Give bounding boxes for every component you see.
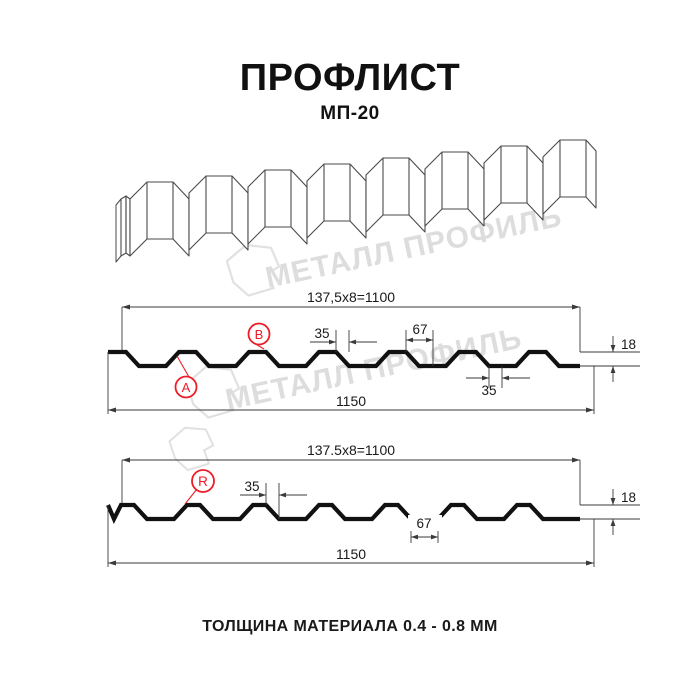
material-thickness-note: ТОЛЩИНА МАТЕРИАЛА 0.4 - 0.8 ММ [202,618,498,635]
watermark-logo-icon [225,243,281,297]
dimension-label-rib-base-width: 67 [416,516,431,531]
label-bg [296,288,406,305]
callout-a-circle [174,375,198,399]
dimension-label-bottom-span: 1150 [336,546,366,562]
watermark-logo-icon [168,426,215,472]
dimension-label-rib-top-width-upper: 35 [314,326,329,341]
dimension-top-span [121,457,581,505]
page-title: ПРОФЛИСТ [239,57,461,99]
isometric-sheet-view [115,139,597,263]
profile-top-group: 137,5x8=1100 35 67 [107,288,640,414]
label-bg [320,545,382,562]
dimension-label-rib-base-width: 67 [412,322,427,337]
dimension-label-bottom-span: 1150 [336,393,366,409]
dimension-label-profile-height: 18 [621,337,636,352]
profile-top-waveform [108,349,580,369]
dimension-label-profile-height: 18 [621,490,636,505]
page-subtitle-model: МП-20 [320,103,380,124]
dimension-top-span [121,304,581,352]
callout-b: B [247,322,271,350]
callout-b-label: B [255,327,264,342]
dimension-label-top-span: 137.5x8=1100 [307,442,395,458]
label-bg [408,515,442,531]
callout-b-circle [247,322,271,346]
dimension-profile-height [580,489,640,535]
watermark-logo-icon [185,365,241,419]
dimension-rib-top-width [240,483,307,519]
label-bg [296,441,406,458]
dimension-label-rib-top-width-lower: 35 [481,383,496,398]
dimension-profile-height [580,336,640,382]
watermark-group-3 [168,426,215,472]
dimension-label-top-span: 137,5x8=1100 [307,289,395,305]
callout-a-label: A [182,380,191,395]
dimension-rib-base-width [405,330,434,366]
dimension-bottom-span [107,352,595,414]
dimension-label-rib-top-width: 35 [244,479,259,494]
callout-r: R [184,469,215,505]
callout-r-circle [191,469,215,493]
label-bg [320,392,382,409]
callout-r-label: R [198,474,208,489]
profile-bottom-group: 137.5x8=1100 35 67 [106,441,640,567]
dimension-bottom-span [107,505,595,567]
profile-bottom-waveform [106,502,580,524]
dimension-rib-top-width-upper [310,330,377,352]
callout-a: A [174,355,198,399]
dimension-rib-top-width-lower [466,366,530,388]
